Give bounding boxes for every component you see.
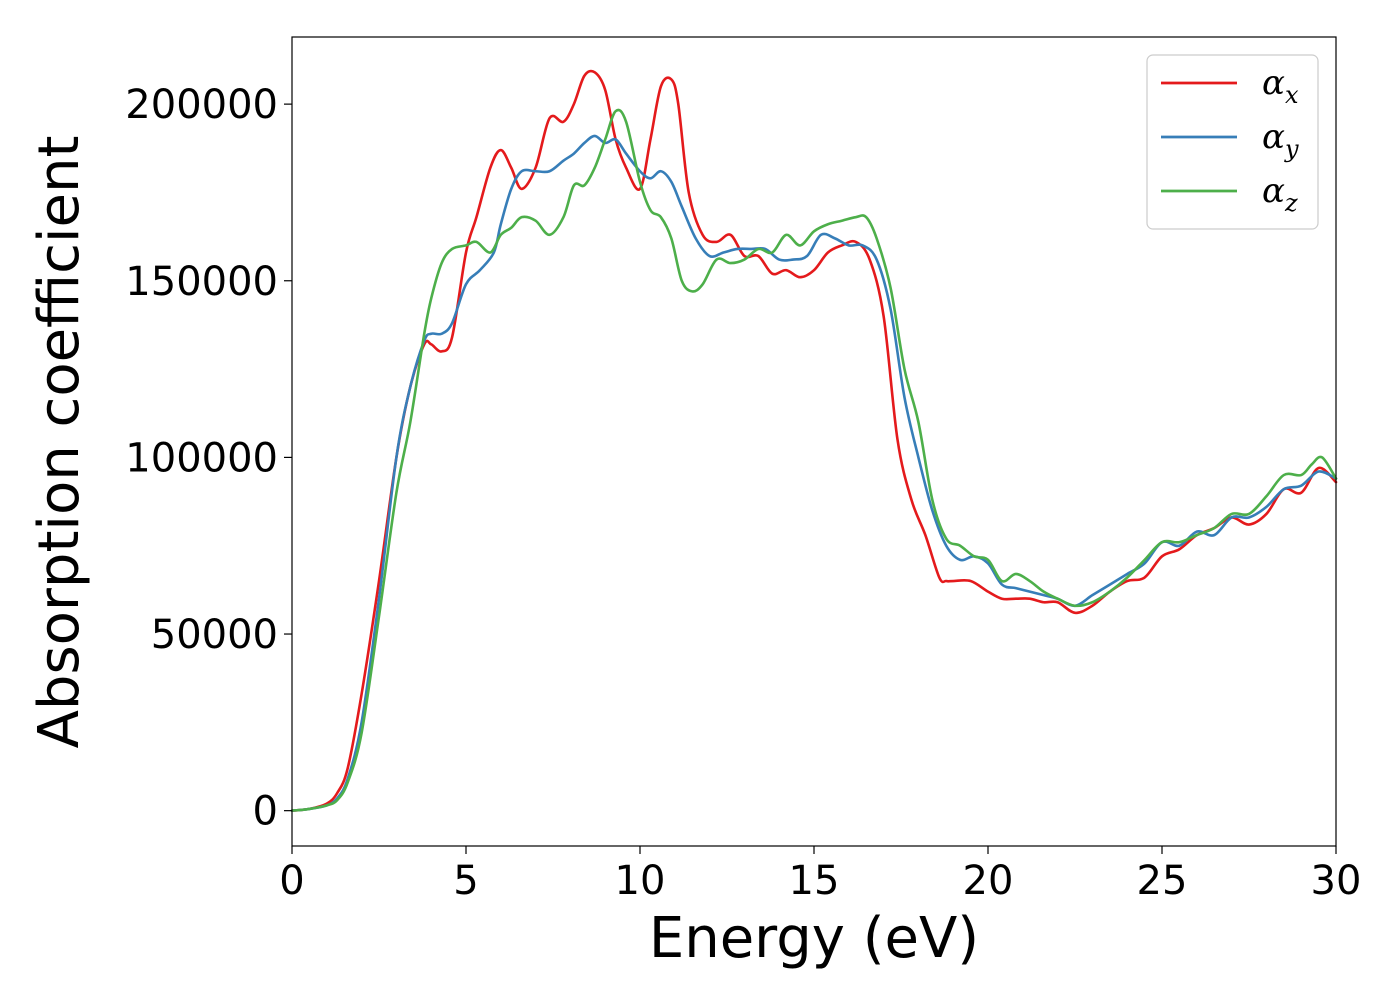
legend-label-z: αz xyxy=(1262,171,1298,217)
y-axis-label: Absorption coefficient xyxy=(27,136,92,749)
x-tick-label: 15 xyxy=(789,858,840,904)
legend-label-subscript: x xyxy=(1285,81,1299,109)
legend-label-subscript: y xyxy=(1284,135,1299,163)
legend-label-y: αy xyxy=(1262,117,1299,163)
y-axis: 0 50000 100000 150000 200000 xyxy=(125,82,292,835)
legend-label-main: α xyxy=(1262,63,1285,103)
x-axis-label: Energy (eV) xyxy=(649,906,979,971)
series-layer xyxy=(290,69,1338,812)
x-tick-label: 5 xyxy=(453,858,478,904)
x-tick-label: 0 xyxy=(279,858,304,904)
series-line-y xyxy=(290,134,1338,812)
x-tick-label: 10 xyxy=(615,858,666,904)
x-tick-label: 30 xyxy=(1311,858,1362,904)
y-tick-label: 0 xyxy=(253,789,278,835)
x-axis: 0 5 10 15 20 25 30 xyxy=(279,846,1361,904)
y-tick-label: 200000 xyxy=(125,82,278,128)
y-tick-label: 150000 xyxy=(125,259,278,305)
series-line-z xyxy=(290,108,1338,812)
legend-label-main: α xyxy=(1262,117,1285,157)
x-tick-label: 20 xyxy=(963,858,1014,904)
legend-label-main: α xyxy=(1262,171,1285,211)
y-tick-label: 100000 xyxy=(125,435,278,481)
y-tick-label: 50000 xyxy=(151,612,278,658)
legend-label-x: αx xyxy=(1262,63,1299,109)
legend-box xyxy=(1146,54,1319,230)
legend-label-subscript: z xyxy=(1284,189,1298,217)
x-tick-label: 25 xyxy=(1137,858,1188,904)
